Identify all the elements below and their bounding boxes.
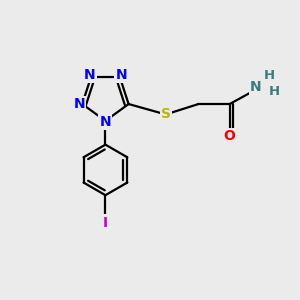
Text: N: N <box>74 97 85 111</box>
Text: S: S <box>161 107 171 122</box>
Text: N: N <box>100 116 111 129</box>
Text: H: H <box>269 85 280 98</box>
Text: O: O <box>224 129 236 143</box>
Text: N: N <box>84 68 95 82</box>
Text: N: N <box>250 80 261 94</box>
Text: I: I <box>103 215 108 230</box>
Text: N: N <box>116 68 127 82</box>
Text: H: H <box>264 69 275 82</box>
